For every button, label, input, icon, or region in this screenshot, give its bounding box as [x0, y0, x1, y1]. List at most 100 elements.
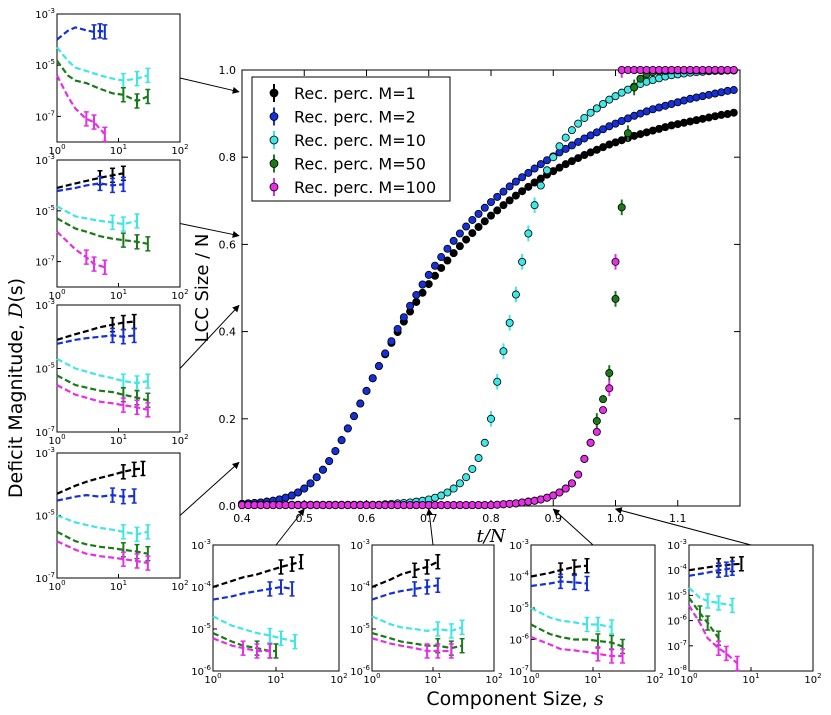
inset-y-tick-label: 10-5 [191, 622, 211, 636]
global-x-label: Component Size, s [426, 688, 603, 710]
global-y-label: Deficit Magnitude, D(s) [5, 278, 27, 498]
data-point [462, 235, 471, 244]
inset-series-m-10 [212, 615, 296, 643]
main-x-label: t/N [476, 526, 506, 547]
inset-bottom-3: 100 101 102 10-3 10-4 10-5 10-6 10-7 [509, 538, 663, 686]
data-point [511, 191, 520, 200]
inset-left-4: 100 101 102 10-3 10-5 10-7 [35, 446, 188, 593]
data-point [555, 142, 564, 151]
inset-series-m-10 [530, 607, 612, 629]
arrow-inset-left-1 [179, 77, 240, 94]
inset-y-tick-label: 10-5 [667, 588, 687, 602]
inset-x-tick-label: 102 [171, 143, 188, 157]
y-tick-label: 0.8 [219, 151, 237, 164]
data-point [599, 406, 608, 415]
data-point [449, 236, 458, 245]
legend: Rec. perc. M=1 Rec. perc. M=2 Rec. perc. M… [251, 76, 451, 202]
data-point [574, 154, 583, 163]
data-point [462, 473, 471, 482]
inset-y-tick-label: 10-6 [509, 633, 529, 647]
data-point [561, 133, 570, 142]
data-point [555, 488, 564, 497]
inset-y-tick-label: 10-6 [667, 614, 687, 628]
data-point [580, 454, 589, 463]
inset-y-tick-label: 10-4 [191, 580, 211, 594]
data-point [524, 229, 533, 238]
data-point [468, 215, 477, 224]
inset-y-tick-label: 10-5 [350, 622, 370, 636]
inset-y-tick-label: 10-3 [667, 538, 687, 552]
inset-y-tick-label: 10-3 [350, 538, 370, 552]
data-point [474, 222, 483, 231]
data-point [567, 479, 576, 488]
inset-x-tick-label: 102 [485, 672, 502, 686]
inset-y-tick-label: 10-5 [509, 601, 529, 615]
inset-series-m-50 [530, 623, 623, 648]
data-point [318, 465, 327, 474]
x-tick-label: 0.7 [420, 512, 438, 525]
data-point [574, 119, 583, 128]
data-point [374, 362, 383, 371]
inset-y-tick-label: 10-7 [35, 109, 55, 123]
data-point [493, 377, 502, 386]
inset-arrows [179, 77, 752, 546]
data-point [530, 201, 539, 210]
inset-x-tick-label: 101 [110, 433, 127, 447]
inset-x-tick-label: 101 [110, 579, 127, 593]
inset-x-tick-label: 101 [742, 672, 759, 686]
inset-y-tick-label: 10-3 [35, 298, 55, 312]
data-point [505, 196, 514, 205]
data-point [480, 203, 489, 212]
data-point [586, 108, 595, 117]
data-point [599, 100, 608, 109]
arrow-inset-bottom-4 [614, 507, 752, 546]
inset-x-tick-label: 101 [584, 672, 601, 686]
data-point [368, 374, 377, 383]
inset-x-tick-label: 101 [424, 672, 441, 686]
inset-y-tick-label: 10-3 [35, 7, 55, 21]
inset-y-tick-label: 10-6 [191, 664, 211, 678]
series-m-100 [237, 66, 738, 510]
data-point [530, 164, 539, 173]
data-point [611, 294, 620, 303]
data-point [362, 386, 371, 395]
data-point [468, 464, 477, 473]
x-tick-label: 1.0 [607, 512, 625, 525]
data-point [455, 229, 464, 238]
inset-frame [56, 13, 181, 143]
inset-series-m-10 [56, 46, 149, 82]
data-point [580, 113, 589, 122]
data-point [430, 261, 439, 270]
inset-series-m-50 [688, 597, 720, 639]
x-tick-label: 0.4 [233, 512, 251, 525]
arrow-inset-bottom-1 [275, 508, 305, 546]
data-point [486, 211, 495, 220]
inset-series-m-50 [56, 374, 149, 402]
inset-x-tick-label: 100 [204, 672, 221, 686]
inset-x-tick-label: 102 [804, 672, 821, 686]
data-point [437, 491, 446, 500]
inset-left-2: 100 101 102 10-3 10-5 10-7 [35, 153, 188, 302]
inset-x-tick-label: 101 [267, 672, 284, 686]
inset-series-m-50 [56, 60, 149, 103]
inset-y-tick-label: 10-5 [35, 58, 55, 72]
data-point [343, 424, 352, 433]
inset-series-m-2 [56, 182, 124, 193]
inset-x-tick-label: 100 [363, 672, 380, 686]
inset-x-tick-label: 102 [171, 288, 188, 302]
inset-y-tick-label: 10-4 [350, 580, 370, 594]
inset-left-1: 100 101 102 10-3 10-5 10-7 [35, 7, 188, 157]
data-point [505, 318, 514, 327]
data-point [561, 160, 570, 169]
data-point [617, 88, 626, 97]
inset-x-tick-label: 100 [48, 143, 65, 157]
data-point [599, 395, 608, 404]
data-point [530, 178, 539, 187]
data-point [381, 349, 390, 358]
inset-series-m-100 [56, 74, 106, 136]
data-point [536, 181, 545, 190]
inset-series-m-2 [371, 584, 438, 601]
data-point [399, 313, 408, 322]
